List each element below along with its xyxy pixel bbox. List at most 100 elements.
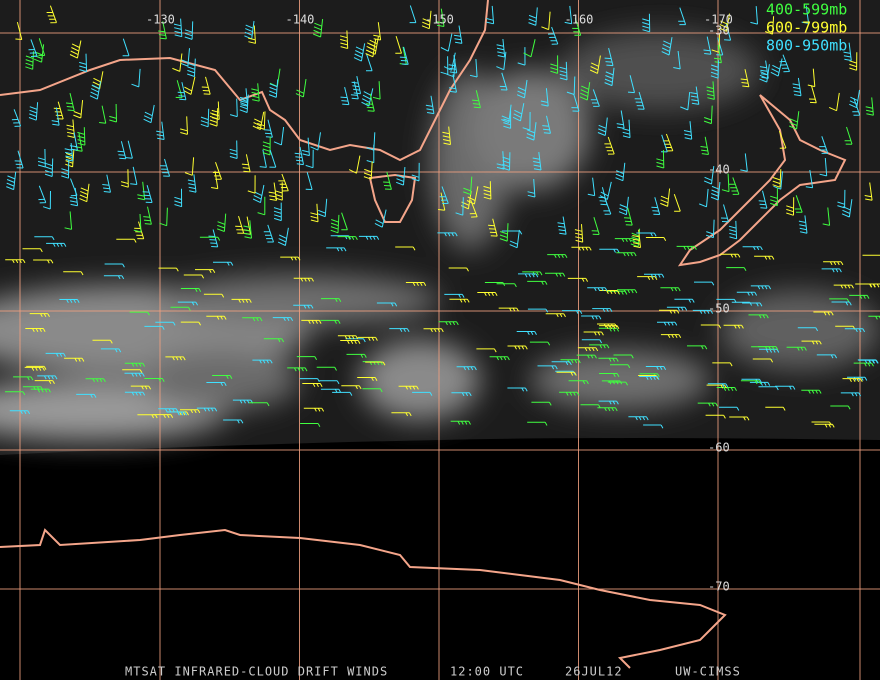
- wind-barb: [42, 190, 51, 210]
- wind-barb: [728, 177, 740, 195]
- wind-barb: [786, 197, 795, 216]
- wind-barb: [571, 93, 580, 112]
- wind-barb: [278, 173, 289, 192]
- wind-barb: [229, 140, 238, 159]
- wind-barb: [450, 420, 471, 425]
- wind-barb: [239, 88, 249, 107]
- wind-barb: [376, 302, 398, 307]
- wind-barb: [438, 321, 459, 326]
- wind-barb: [644, 273, 665, 278]
- wind-barb: [293, 277, 314, 282]
- wind-barb: [639, 376, 660, 380]
- wind-barb: [581, 339, 603, 344]
- wind-barb: [137, 181, 146, 201]
- wind-barb: [46, 5, 57, 24]
- wind-barb: [705, 219, 715, 239]
- wind-barb: [837, 189, 846, 209]
- wind-barb: [73, 100, 84, 119]
- wind-barb: [209, 108, 219, 127]
- wind-barb: [501, 230, 523, 235]
- wind-barb: [130, 166, 138, 185]
- wind-barb: [317, 198, 328, 218]
- wind-barb: [456, 366, 477, 371]
- wind-barb: [11, 109, 22, 127]
- wind-barb: [305, 172, 313, 190]
- wind-barb: [85, 378, 106, 383]
- wind-barb: [183, 76, 196, 95]
- wind-barb: [206, 315, 227, 320]
- wind-barb: [177, 82, 187, 101]
- wind-barb: [690, 86, 700, 105]
- wind-barb: [547, 26, 559, 45]
- wind-barb: [786, 346, 807, 351]
- wind-barb: [170, 306, 191, 311]
- wind-barb: [59, 299, 80, 303]
- wind-barb: [614, 238, 636, 243]
- wind-barb: [212, 162, 222, 180]
- wind-barbs: [5, 5, 880, 429]
- wind-barb: [257, 196, 266, 216]
- wind-barb: [120, 169, 129, 188]
- wind-barb: [616, 110, 625, 129]
- wind-barb: [340, 340, 361, 344]
- wind-barb: [710, 182, 721, 201]
- wind-barb: [37, 148, 46, 168]
- wind-barb: [133, 213, 142, 233]
- wind-barb: [268, 79, 279, 98]
- wind-barb: [66, 119, 75, 138]
- wind-barb: [319, 380, 340, 385]
- wind-barb: [591, 217, 600, 235]
- wind-barb: [405, 282, 427, 286]
- wind-barb: [421, 10, 432, 30]
- wind-barb: [797, 327, 819, 332]
- wind-barb: [661, 37, 673, 56]
- wind-barb: [844, 126, 853, 145]
- wind-barb: [483, 181, 492, 200]
- wind-barb: [476, 348, 497, 353]
- wind-barb: [248, 25, 256, 44]
- wind-barb: [321, 298, 342, 303]
- wind-barb: [660, 188, 671, 207]
- wind-barb: [496, 51, 507, 71]
- wind-barb: [173, 18, 183, 38]
- wind-barb: [330, 214, 340, 234]
- wind-barb: [801, 5, 810, 24]
- wind-barb: [453, 25, 463, 44]
- wind-barb: [542, 115, 551, 134]
- wind-barb: [180, 116, 188, 135]
- wind-barb: [765, 16, 775, 35]
- wind-barb: [353, 43, 366, 62]
- wind-barb: [208, 229, 219, 248]
- wind-barb: [337, 236, 358, 241]
- wind-barb: [562, 310, 583, 315]
- wind-barb: [724, 22, 732, 41]
- wind-barb: [444, 293, 465, 298]
- wind-barb: [316, 366, 337, 371]
- wind-barb: [243, 220, 252, 239]
- wind-barb: [411, 162, 420, 182]
- latitude-label: -50: [708, 302, 730, 316]
- wind-barb: [206, 382, 227, 386]
- wind-barb: [440, 56, 449, 75]
- wind-barb: [801, 340, 822, 345]
- wind-barb: [158, 267, 179, 272]
- wind-barb: [287, 367, 308, 372]
- wind-barb: [720, 204, 729, 223]
- longitude-label: -130: [146, 13, 175, 27]
- wind-barb: [694, 281, 715, 286]
- wind-barb: [627, 75, 635, 94]
- wind-barb: [187, 58, 196, 77]
- longitude-label: -150: [425, 13, 454, 27]
- wind-barb: [498, 307, 519, 312]
- wind-barb: [77, 127, 86, 146]
- wind-barb: [159, 207, 168, 227]
- wind-barb: [559, 391, 580, 396]
- wind-barb: [599, 325, 620, 330]
- wind-barb: [522, 271, 543, 276]
- wind-barb: [273, 202, 282, 222]
- wind-barb: [557, 216, 567, 235]
- wind-barb: [683, 121, 693, 140]
- wind-barb: [637, 276, 658, 281]
- wind-barb: [660, 287, 681, 292]
- wind-barb: [662, 133, 674, 152]
